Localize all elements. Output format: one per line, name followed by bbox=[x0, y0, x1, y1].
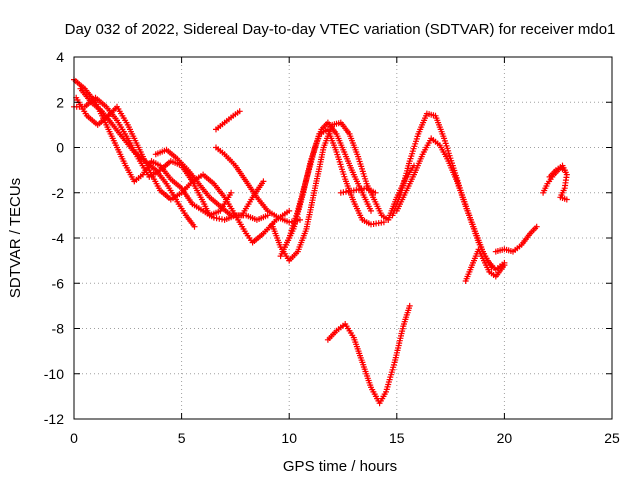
y-tick-label: 2 bbox=[56, 94, 64, 110]
series-markers bbox=[389, 110, 508, 273]
series-track-18 bbox=[540, 164, 568, 196]
plus-marker-run bbox=[213, 144, 303, 226]
x-axis-label: GPS time / hours bbox=[283, 458, 397, 475]
series-track-16 bbox=[492, 223, 540, 255]
x-tick-label: 5 bbox=[178, 430, 186, 446]
plus-marker-run bbox=[492, 223, 540, 255]
series-markers bbox=[462, 246, 508, 284]
series-markers bbox=[324, 302, 413, 407]
x-tick-label: 20 bbox=[497, 430, 513, 446]
plus-marker-run bbox=[324, 302, 413, 407]
y-tick-label: -6 bbox=[52, 275, 65, 291]
series-track-12 bbox=[389, 110, 508, 273]
x-tick-label: 15 bbox=[389, 430, 405, 446]
x-tick-label: 10 bbox=[281, 430, 297, 446]
chart-title: Day 032 of 2022, Sidereal Day-to-day VTE… bbox=[65, 21, 616, 38]
y-tick-label: -12 bbox=[44, 411, 64, 427]
y-tick-label: -2 bbox=[52, 185, 65, 201]
series-markers bbox=[385, 162, 417, 223]
x-tick-label: 0 bbox=[70, 430, 78, 446]
plus-marker-run bbox=[389, 110, 508, 273]
series-track-19 bbox=[324, 302, 413, 407]
plus-marker-run bbox=[213, 108, 243, 133]
series-track-11 bbox=[337, 185, 379, 196]
series-track-15 bbox=[462, 246, 508, 284]
series-track-13 bbox=[393, 135, 495, 271]
series-track-7 bbox=[213, 108, 243, 133]
y-tick-label: -8 bbox=[52, 321, 65, 337]
series-group bbox=[71, 76, 570, 407]
plus-marker-run bbox=[385, 162, 417, 223]
series-trace bbox=[391, 112, 506, 271]
y-tick-label: 4 bbox=[56, 49, 64, 65]
plus-marker-run bbox=[462, 246, 508, 284]
series-track-14 bbox=[385, 162, 417, 223]
series-markers bbox=[213, 144, 303, 226]
tick-labels: 0 5 10 15 20 25 -12 -10 -8 -6 -4 -2 0 2 4 bbox=[44, 49, 620, 446]
y-tick-label: -10 bbox=[44, 366, 64, 382]
series-markers bbox=[393, 135, 495, 271]
plus-marker-run bbox=[540, 164, 568, 196]
series-markers bbox=[337, 185, 379, 196]
plus-marker-run bbox=[337, 185, 379, 196]
series-markers bbox=[213, 108, 243, 133]
y-tick-label: -4 bbox=[52, 230, 65, 246]
y-axis-label: SDTVAR / TECUs bbox=[7, 178, 24, 298]
series-markers bbox=[492, 223, 540, 255]
grid bbox=[74, 57, 612, 419]
series-markers bbox=[540, 164, 568, 196]
axis-ticks bbox=[73, 56, 613, 420]
x-tick-label: 25 bbox=[604, 430, 620, 446]
series-track-6 bbox=[213, 144, 303, 226]
plus-marker-run bbox=[393, 135, 495, 271]
y-tick-label: 0 bbox=[56, 140, 64, 156]
